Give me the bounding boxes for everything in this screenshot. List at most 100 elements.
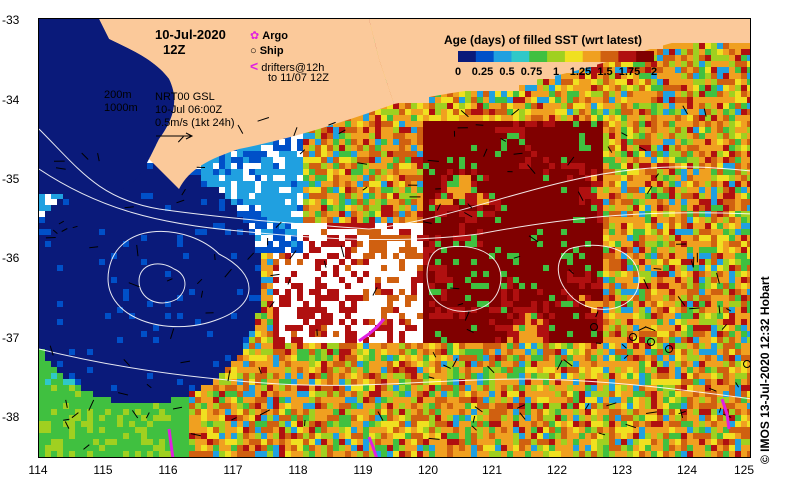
sst-cell bbox=[651, 121, 657, 127]
sst-cell bbox=[327, 181, 333, 187]
sst-cell bbox=[669, 181, 675, 187]
sst-cell bbox=[537, 91, 543, 97]
sst-cell bbox=[615, 259, 621, 265]
sst-cell bbox=[333, 265, 339, 271]
sst-cell bbox=[297, 169, 303, 175]
sst-cell bbox=[519, 91, 525, 97]
sst-cell bbox=[549, 109, 555, 115]
sst-cell bbox=[273, 241, 279, 247]
sst-cell bbox=[351, 241, 357, 247]
sst-cell bbox=[585, 115, 591, 121]
sst-cell bbox=[747, 145, 750, 151]
sst-cell bbox=[573, 79, 579, 85]
sst-cell bbox=[489, 211, 495, 217]
sst-cell bbox=[345, 175, 351, 181]
sst-cell bbox=[699, 235, 705, 241]
sst-cell bbox=[321, 199, 327, 205]
sst-cell bbox=[369, 151, 375, 157]
sst-cell bbox=[429, 247, 435, 253]
sst-cell bbox=[645, 175, 651, 181]
sst-cell bbox=[657, 85, 663, 91]
sst-cell bbox=[567, 73, 573, 79]
sst-cell bbox=[231, 193, 237, 199]
sst-cell bbox=[87, 223, 93, 229]
sst-cell bbox=[297, 199, 303, 205]
sst-cell bbox=[273, 169, 279, 175]
sst-cell bbox=[537, 181, 543, 187]
sst-cell bbox=[651, 85, 657, 91]
sst-cell bbox=[447, 121, 453, 127]
sst-cell bbox=[171, 211, 177, 217]
sst-cell bbox=[537, 97, 543, 103]
sst-cell bbox=[741, 127, 747, 133]
sst-cell bbox=[441, 139, 447, 145]
sst-cell bbox=[225, 175, 231, 181]
sst-cell bbox=[723, 205, 729, 211]
sst-cell bbox=[45, 223, 51, 229]
sst-cell bbox=[153, 187, 159, 193]
sst-cell bbox=[597, 145, 603, 151]
sst-cell bbox=[543, 235, 549, 241]
sst-cell bbox=[225, 211, 231, 217]
sst-cell bbox=[741, 187, 747, 193]
sst-cell bbox=[135, 241, 141, 247]
sst-cell bbox=[663, 43, 669, 49]
sst-cell bbox=[351, 151, 357, 157]
sst-cell bbox=[519, 139, 525, 145]
sst-cell bbox=[669, 73, 675, 79]
sst-cell bbox=[543, 103, 549, 109]
sst-cell bbox=[627, 133, 633, 139]
sst-cell bbox=[477, 169, 483, 175]
sst-cell bbox=[603, 121, 609, 127]
sst-cell bbox=[621, 145, 627, 151]
sst-cell bbox=[489, 163, 495, 169]
sst-cell bbox=[543, 91, 549, 97]
sst-cell bbox=[273, 211, 279, 217]
sst-cell bbox=[675, 49, 681, 55]
sst-cell bbox=[507, 115, 513, 121]
sst-cell bbox=[747, 247, 750, 253]
sst-cell bbox=[501, 211, 507, 217]
sst-cell bbox=[495, 211, 501, 217]
sst-cell bbox=[219, 163, 225, 169]
sst-cell bbox=[639, 127, 645, 133]
sst-cell bbox=[597, 73, 603, 79]
sst-cell bbox=[387, 145, 393, 151]
sst-cell bbox=[699, 55, 705, 61]
sst-cell bbox=[441, 265, 447, 271]
sst-cell bbox=[345, 127, 351, 133]
sst-cell bbox=[147, 169, 153, 175]
sst-cell bbox=[681, 55, 687, 61]
sst-cell bbox=[75, 241, 81, 247]
sst-cell bbox=[723, 109, 729, 115]
sst-cell bbox=[579, 133, 585, 139]
sst-cell bbox=[447, 151, 453, 157]
sst-cell bbox=[357, 169, 363, 175]
sst-cell bbox=[45, 229, 51, 235]
sst-cell bbox=[579, 211, 585, 217]
sst-cell bbox=[537, 241, 543, 247]
sst-cell bbox=[561, 217, 567, 223]
sst-cell bbox=[525, 187, 531, 193]
sst-cell bbox=[363, 121, 369, 127]
sst-cell bbox=[291, 151, 297, 157]
sst-age-map bbox=[39, 19, 750, 457]
sst-cell bbox=[231, 247, 237, 253]
sst-cell bbox=[573, 193, 579, 199]
sst-cell bbox=[597, 253, 603, 259]
sst-cell bbox=[225, 205, 231, 211]
sst-cell bbox=[705, 55, 711, 61]
sst-cell bbox=[639, 139, 645, 145]
sst-cell bbox=[195, 217, 201, 223]
sst-cell bbox=[639, 193, 645, 199]
sst-cell bbox=[747, 151, 750, 157]
sst-cell bbox=[651, 55, 657, 61]
sst-cell bbox=[561, 163, 567, 169]
sst-cell bbox=[693, 163, 699, 169]
sst-cell bbox=[591, 163, 597, 169]
sst-cell bbox=[645, 199, 651, 205]
sst-cell bbox=[459, 151, 465, 157]
sst-cell bbox=[633, 241, 639, 247]
sst-cell bbox=[723, 235, 729, 241]
sst-cell bbox=[225, 217, 231, 223]
